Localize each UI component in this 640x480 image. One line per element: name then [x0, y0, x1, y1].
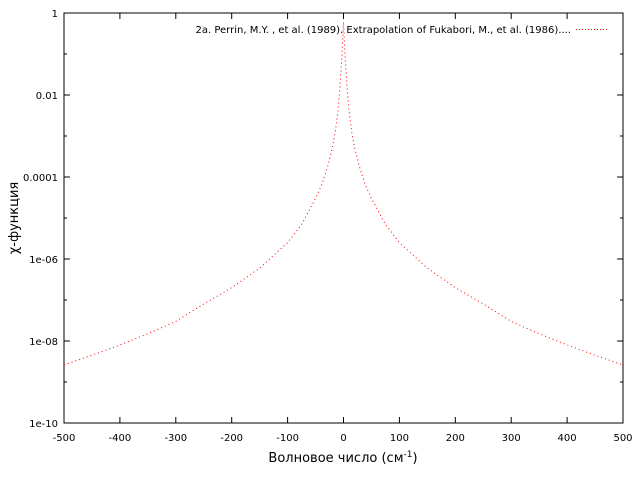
y-tick-label: 1e-08 [29, 337, 58, 348]
x-tick-label: 200 [446, 433, 465, 444]
y-tick-label: 1e-06 [29, 255, 58, 266]
x-tick-label: 100 [390, 433, 409, 444]
x-tick-label: 500 [613, 433, 632, 444]
y-tick-label: 0.0001 [23, 173, 58, 184]
legend: 2a. Perrin, M.Y. , et al. (1989). Extrap… [196, 25, 608, 36]
x-tick-label: 400 [558, 433, 577, 444]
x-tick-label: -200 [220, 433, 243, 444]
y-tick-label: 1 [52, 9, 58, 20]
x-axis-label: Волновое число (см-1) [268, 450, 417, 466]
y-axis-ticks: 1e-10 1e-08 1e-06 0.0001 0.01 1 [23, 9, 623, 430]
x-axis-label-superscript: -1 [404, 450, 413, 460]
x-tick-label: 0 [340, 433, 346, 444]
x-axis-label-end: ) [412, 451, 417, 466]
x-axis-ticks: -500 -400 -300 -200 -100 0 100 200 300 400 500 [53, 13, 633, 444]
x-tick-label: -300 [164, 433, 187, 444]
y-axis-label: χ-функция [7, 182, 22, 254]
x-tick-label: -400 [109, 433, 132, 444]
x-tick-label: -100 [276, 433, 299, 444]
y-tick-label: 0.01 [36, 91, 58, 102]
x-tick-label: 300 [502, 433, 521, 444]
y-tick-label: 1e-10 [29, 419, 58, 430]
legend-label: 2a. Perrin, M.Y. , et al. (1989). Extrap… [196, 25, 572, 36]
x-axis-label-text: Волновое число (см [268, 451, 403, 466]
x-tick-label: -500 [53, 433, 76, 444]
